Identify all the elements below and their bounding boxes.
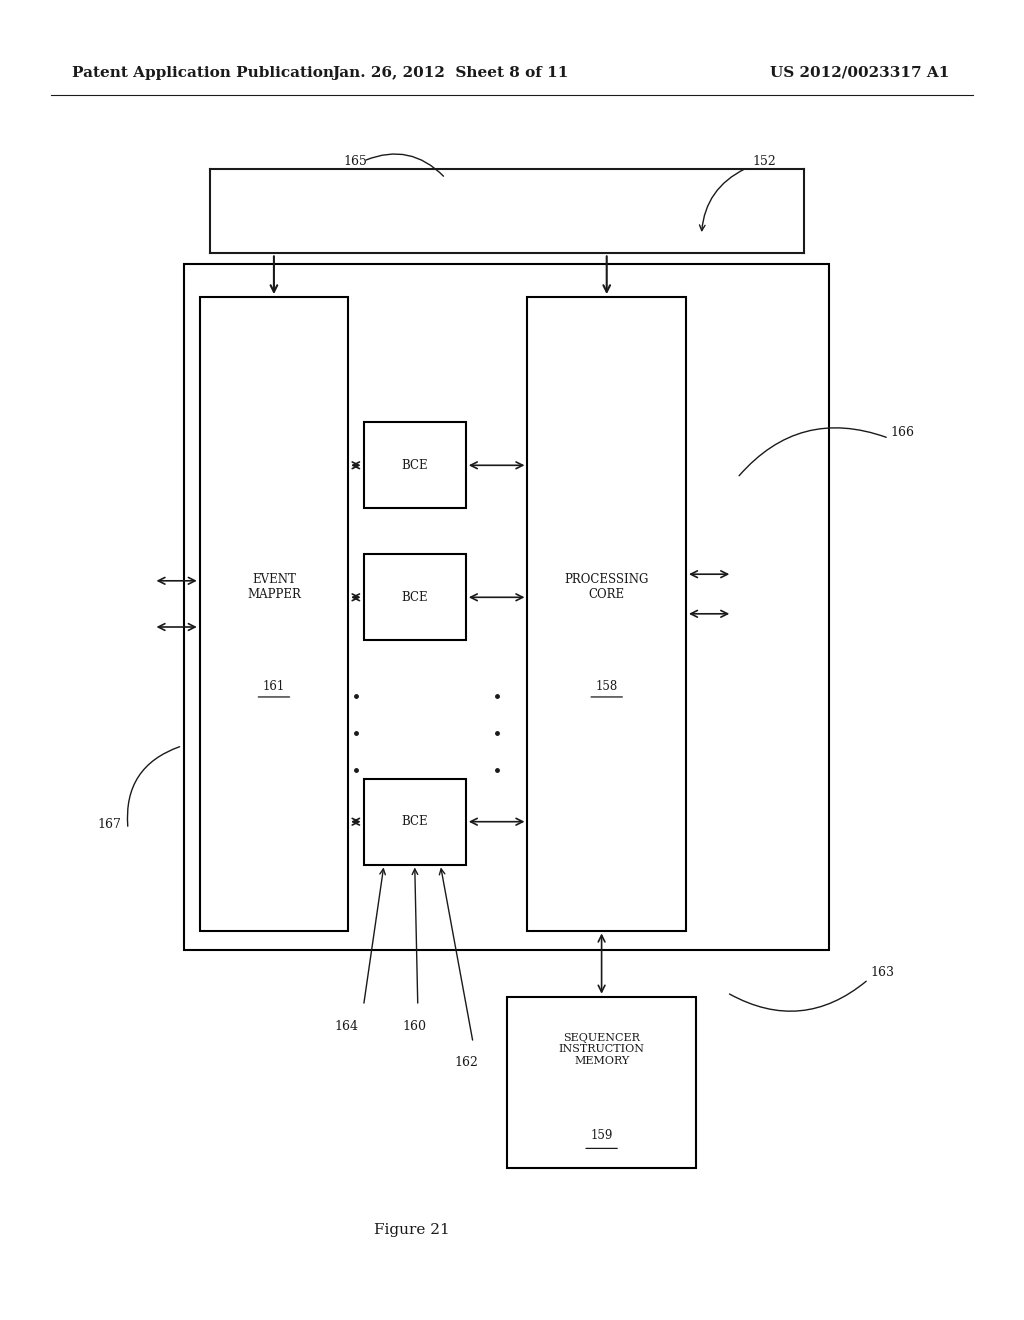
Text: EVENT
MAPPER: EVENT MAPPER xyxy=(247,573,301,602)
FancyBboxPatch shape xyxy=(200,297,348,931)
Text: BCE: BCE xyxy=(401,459,428,471)
FancyBboxPatch shape xyxy=(527,297,686,931)
Text: 167: 167 xyxy=(97,818,121,832)
FancyArrowPatch shape xyxy=(729,981,866,1011)
FancyBboxPatch shape xyxy=(507,997,696,1168)
FancyArrowPatch shape xyxy=(699,169,745,231)
Text: US 2012/0023317 A1: US 2012/0023317 A1 xyxy=(770,66,950,79)
Text: 160: 160 xyxy=(402,1020,427,1034)
Text: Patent Application Publication: Patent Application Publication xyxy=(72,66,334,79)
FancyBboxPatch shape xyxy=(364,554,466,640)
Text: 163: 163 xyxy=(870,966,894,979)
Text: Figure 21: Figure 21 xyxy=(374,1224,450,1237)
FancyArrowPatch shape xyxy=(127,747,179,826)
Text: 158: 158 xyxy=(596,680,617,693)
FancyArrowPatch shape xyxy=(367,154,443,176)
FancyArrowPatch shape xyxy=(739,428,886,475)
Text: 161: 161 xyxy=(263,680,285,693)
Text: BCE: BCE xyxy=(401,816,428,828)
Text: 162: 162 xyxy=(454,1056,478,1069)
Text: 159: 159 xyxy=(591,1129,612,1142)
Text: 165: 165 xyxy=(343,154,367,168)
Text: PROCESSING
CORE: PROCESSING CORE xyxy=(564,573,649,602)
Text: BCE: BCE xyxy=(401,591,428,603)
FancyBboxPatch shape xyxy=(364,779,466,865)
FancyBboxPatch shape xyxy=(184,264,829,950)
Text: 166: 166 xyxy=(891,426,914,440)
Text: Jan. 26, 2012  Sheet 8 of 11: Jan. 26, 2012 Sheet 8 of 11 xyxy=(333,66,568,79)
Text: SEQUENCER
INSTRUCTION
MEMORY: SEQUENCER INSTRUCTION MEMORY xyxy=(559,1032,644,1067)
Text: 152: 152 xyxy=(753,154,776,168)
FancyBboxPatch shape xyxy=(364,422,466,508)
Text: 164: 164 xyxy=(334,1020,358,1034)
